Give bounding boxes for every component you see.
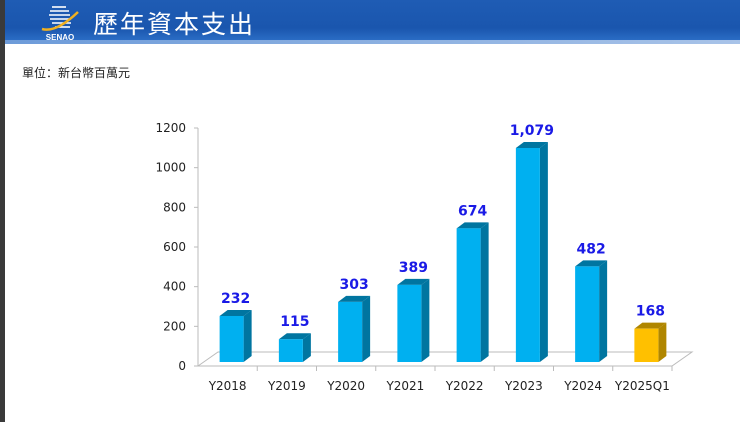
bar <box>456 228 481 362</box>
bar-top <box>634 322 667 329</box>
data-label: 232 <box>221 291 250 307</box>
x-tick-label: Y2025Q1 <box>614 379 670 393</box>
bar <box>515 147 540 362</box>
data-label: 168 <box>636 304 665 320</box>
page-title: 歷年資本支出 <box>93 10 256 39</box>
bar-top <box>397 278 430 285</box>
bar <box>397 284 422 362</box>
y-tick-label: 400 <box>163 280 186 294</box>
x-tick-label: Y2023 <box>504 379 543 393</box>
bar <box>219 315 244 362</box>
data-label: 303 <box>340 277 369 293</box>
y-tick-label: 600 <box>163 240 186 254</box>
x-tick-label: Y2018 <box>208 379 247 393</box>
bar-top <box>338 295 371 302</box>
bar <box>278 339 303 362</box>
slide-header <box>5 0 740 44</box>
bar-top <box>575 260 608 267</box>
data-label: 115 <box>280 314 309 330</box>
bar-side <box>421 278 430 362</box>
bar-side <box>302 333 311 362</box>
y-tick-label: 0 <box>178 359 186 373</box>
y-tick-label: 200 <box>163 319 186 333</box>
data-label: 482 <box>577 241 606 257</box>
x-tick-label: Y2024 <box>563 379 602 393</box>
bar-side <box>658 322 667 362</box>
bar-side <box>362 295 371 362</box>
bar-side <box>539 141 548 362</box>
bar-side <box>480 222 489 362</box>
y-tick-label: 1200 <box>155 121 186 135</box>
x-tick-label: Y2021 <box>385 379 424 393</box>
senao-logo: SENAO <box>41 6 79 42</box>
svg-text:SENAO: SENAO <box>46 33 74 42</box>
bar <box>338 301 363 362</box>
bar-top <box>219 309 252 316</box>
bar <box>634 328 659 362</box>
bar-top <box>515 141 548 148</box>
x-tick-label: Y2022 <box>445 379 484 393</box>
bar-top <box>278 333 311 340</box>
y-tick-label: 800 <box>163 200 186 214</box>
bar-top <box>456 222 489 229</box>
x-tick-label: Y2019 <box>267 379 306 393</box>
data-label: 389 <box>399 260 428 276</box>
data-label: 1,079 <box>510 123 554 139</box>
chart-floor <box>196 351 694 367</box>
x-tick-label: Y2020 <box>326 379 365 393</box>
window-edge <box>0 0 5 422</box>
unit-label: 單位：新台幣百萬元 <box>22 66 131 80</box>
bar-side <box>599 260 608 362</box>
data-label: 674 <box>458 203 487 219</box>
y-tick-label: 1000 <box>155 161 186 175</box>
bar-side <box>243 309 252 362</box>
bar <box>575 266 600 362</box>
